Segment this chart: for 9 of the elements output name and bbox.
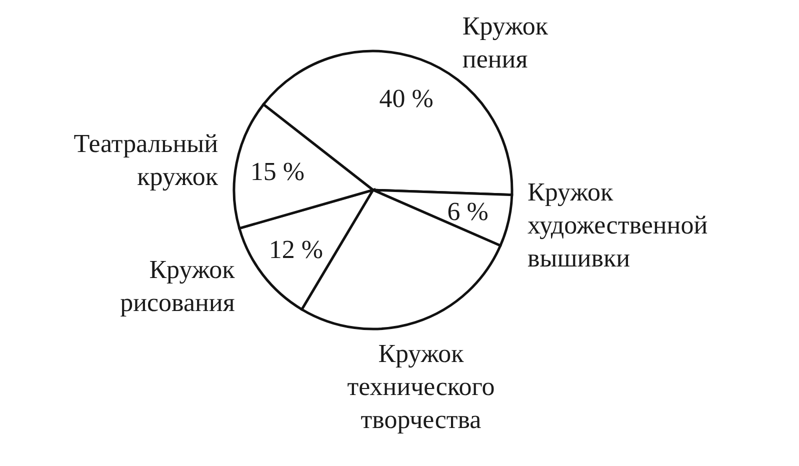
slice-label: Кружок технического творчества <box>347 338 495 434</box>
slice-label: Театральный кружок <box>74 129 218 192</box>
data-label: 40 % <box>379 84 434 114</box>
data-label: 6 % <box>447 197 488 226</box>
slice-label: Кружок пения <box>462 11 548 74</box>
slice-label: Кружок рисования <box>120 254 236 317</box>
slice-label: Кружок художественной вышивки <box>528 177 708 272</box>
data-label: 15 % <box>250 156 305 186</box>
data-label: 12 % <box>268 234 323 264</box>
